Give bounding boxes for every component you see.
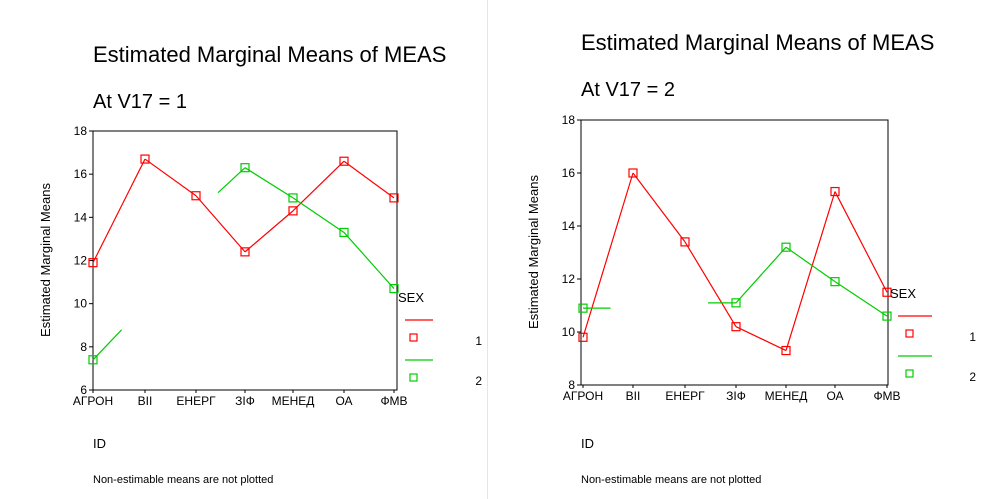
x-tick-label: ФМВ [380, 394, 407, 408]
legend-label: 1 [475, 334, 482, 348]
data-point-marker [882, 287, 892, 297]
data-point-marker [731, 322, 741, 332]
series-line-segment [582, 172, 634, 338]
chart-title: Estimated Marginal Means of MEAS [581, 30, 935, 55]
x-tick-label: ФМВ [873, 389, 900, 403]
data-point-marker [240, 247, 250, 257]
data-point-marker [288, 206, 298, 216]
data-point-marker [389, 283, 399, 294]
series-line-segment [92, 158, 146, 263]
chart-panel-v17-2: Estimated Marginal Means of MEAS At V17 … [487, 0, 985, 499]
series-line-segment [244, 167, 294, 199]
y-tick-label: 14 [562, 219, 576, 233]
series-line-segment [632, 172, 686, 243]
data-point-marker [781, 242, 791, 252]
series-line-segment [343, 160, 395, 199]
data-point-marker [578, 303, 588, 313]
series-line-segment [834, 281, 888, 317]
data-point-marker [781, 345, 791, 356]
y-axis-title: Estimated Marginal Means [526, 175, 541, 329]
data-point-marker [339, 156, 349, 166]
legend-label: 2 [969, 370, 976, 384]
legend-title: SEX [398, 290, 424, 305]
series-line-segment [343, 232, 395, 289]
plot-frame [92, 130, 398, 391]
series-line-segment [292, 197, 345, 233]
series-line-segment [785, 246, 836, 283]
chart-panel-v17-1: Estimated Marginal Means of MEAS At V17 … [0, 0, 487, 499]
data-point-marker [882, 311, 892, 321]
y-tick-label: 10 [74, 297, 88, 311]
x-tick-label: АГРОН [73, 394, 113, 408]
data-point-marker [288, 193, 298, 203]
x-tick-label: АГРОН [563, 389, 603, 403]
series-line-segment [292, 160, 345, 212]
data-point-marker [88, 355, 98, 365]
legend-marker [905, 329, 914, 338]
x-tick-label: ЗІФ [726, 389, 746, 403]
legend-title: SEX [890, 286, 916, 301]
series-line-segment [144, 158, 197, 197]
data-point-marker [389, 193, 399, 203]
y-axis-title: Estimated Marginal Means [38, 183, 53, 337]
series-line-segment [684, 241, 737, 328]
series-line-segment [785, 191, 836, 351]
data-point-marker [88, 258, 98, 268]
x-axis-title: ID [93, 436, 106, 451]
x-axis-title: ID [581, 436, 594, 451]
y-tick-label: 12 [562, 272, 576, 286]
legend-marker [905, 369, 914, 378]
y-tick-label: 8 [568, 378, 575, 392]
y-tick-label: 16 [74, 167, 88, 181]
x-tick-label: ЕНЕРГ [665, 389, 705, 403]
legend-label: 2 [475, 374, 482, 388]
y-tick-label: 12 [74, 254, 88, 268]
x-tick-label: ВІІ [138, 394, 153, 408]
y-tick-label: 18 [562, 113, 576, 127]
y-tick-label: 18 [74, 124, 88, 138]
legend-label: 1 [969, 330, 976, 344]
y-tick-label: 14 [74, 210, 88, 224]
series-line-segment [195, 195, 246, 253]
series-line-segment [244, 210, 294, 253]
data-point-marker [830, 186, 840, 197]
x-tick-label: ЗІФ [235, 394, 255, 408]
plot-frame [580, 119, 889, 386]
chart-title: Estimated Marginal Means of MEAS [93, 42, 447, 67]
y-tick-label: 16 [562, 166, 576, 180]
data-point-marker [680, 237, 690, 247]
data-point-marker [240, 163, 250, 173]
x-tick-label: ОА [826, 389, 843, 403]
x-tick-label: МЕНЕД [765, 389, 808, 403]
y-tick-label: 8 [80, 340, 87, 354]
legend-marker [409, 373, 418, 382]
legend-marker [409, 333, 418, 342]
footnote: Non-estimable means are not plotted [581, 474, 762, 486]
data-point-marker [628, 168, 638, 178]
data-point-marker [191, 191, 201, 201]
data-point-marker [578, 332, 588, 342]
data-point-marker [339, 227, 349, 238]
data-point-marker [140, 154, 150, 164]
series-line-stub [92, 329, 123, 361]
data-point-marker [731, 298, 741, 308]
series-line-segment [735, 326, 787, 352]
y-tick-label: 10 [562, 325, 576, 339]
x-tick-label: ВІІ [626, 389, 641, 403]
series-line-segment [735, 246, 787, 304]
series-line-segment [834, 191, 888, 293]
x-tick-label: ЕНЕРГ [176, 394, 216, 408]
x-tick-label: МЕНЕД [272, 394, 315, 408]
footnote: Non-estimable means are not plotted [93, 474, 274, 486]
chart-subtitle: At V17 = 2 [581, 79, 675, 101]
chart-subtitle: At V17 = 1 [93, 91, 187, 113]
y-tick-label: 6 [80, 383, 87, 397]
data-point-marker [830, 277, 840, 287]
x-tick-label: ОА [335, 394, 352, 408]
